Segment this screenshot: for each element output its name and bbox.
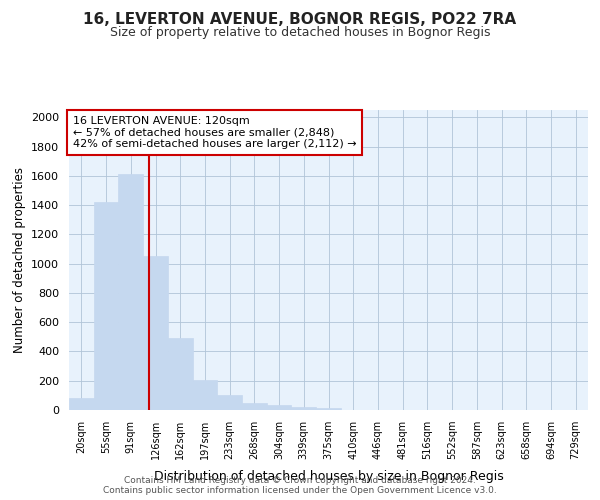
Bar	[267, 405, 292, 410]
Text: 16 LEVERTON AVENUE: 120sqm
← 57% of detached houses are smaller (2,848)
42% of s: 16 LEVERTON AVENUE: 120sqm ← 57% of deta…	[73, 116, 356, 149]
X-axis label: Distribution of detached houses by size in Bognor Regis: Distribution of detached houses by size …	[154, 470, 503, 484]
Bar	[168, 338, 193, 410]
Bar	[143, 256, 168, 410]
Bar	[193, 380, 217, 410]
Bar	[292, 407, 316, 410]
Bar	[118, 174, 143, 410]
Text: 16, LEVERTON AVENUE, BOGNOR REGIS, PO22 7RA: 16, LEVERTON AVENUE, BOGNOR REGIS, PO22 …	[83, 12, 517, 28]
Bar	[217, 394, 242, 410]
Bar	[316, 408, 341, 410]
Text: Contains HM Land Registry data © Crown copyright and database right 2024.
Contai: Contains HM Land Registry data © Crown c…	[103, 476, 497, 495]
Text: Size of property relative to detached houses in Bognor Regis: Size of property relative to detached ho…	[110, 26, 490, 39]
Bar	[242, 404, 267, 410]
Bar	[69, 398, 94, 410]
Bar	[94, 202, 118, 410]
Y-axis label: Number of detached properties: Number of detached properties	[13, 167, 26, 353]
